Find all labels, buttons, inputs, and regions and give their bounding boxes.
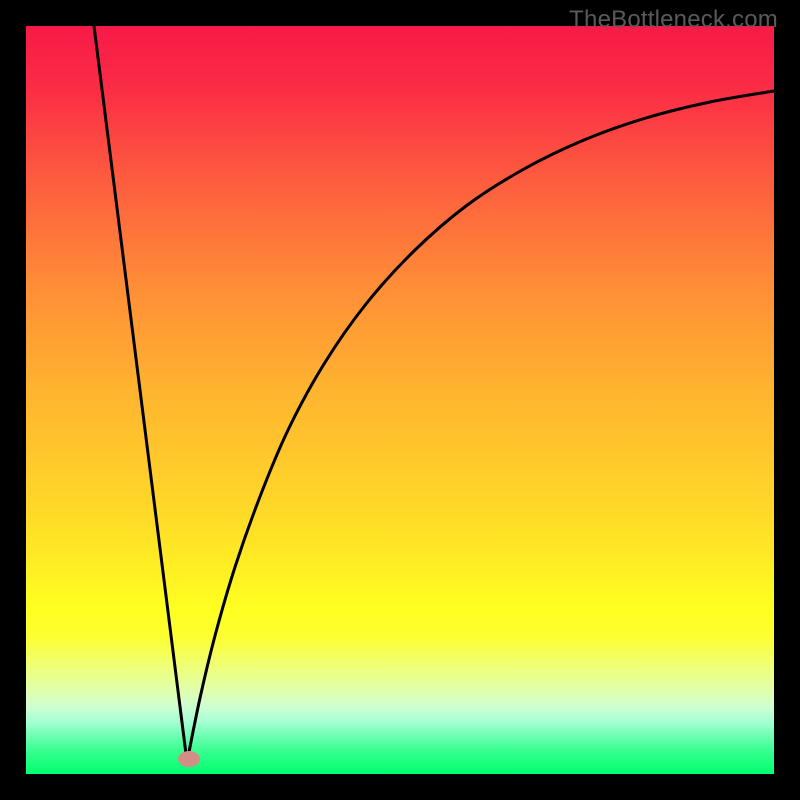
curve-layer [26,26,774,774]
watermark-text: TheBottleneck.com [569,6,778,34]
plot-area [26,26,774,774]
chart-frame: TheBottleneck.com [0,0,800,800]
curve-line [94,26,774,762]
vertex-marker [178,751,200,767]
